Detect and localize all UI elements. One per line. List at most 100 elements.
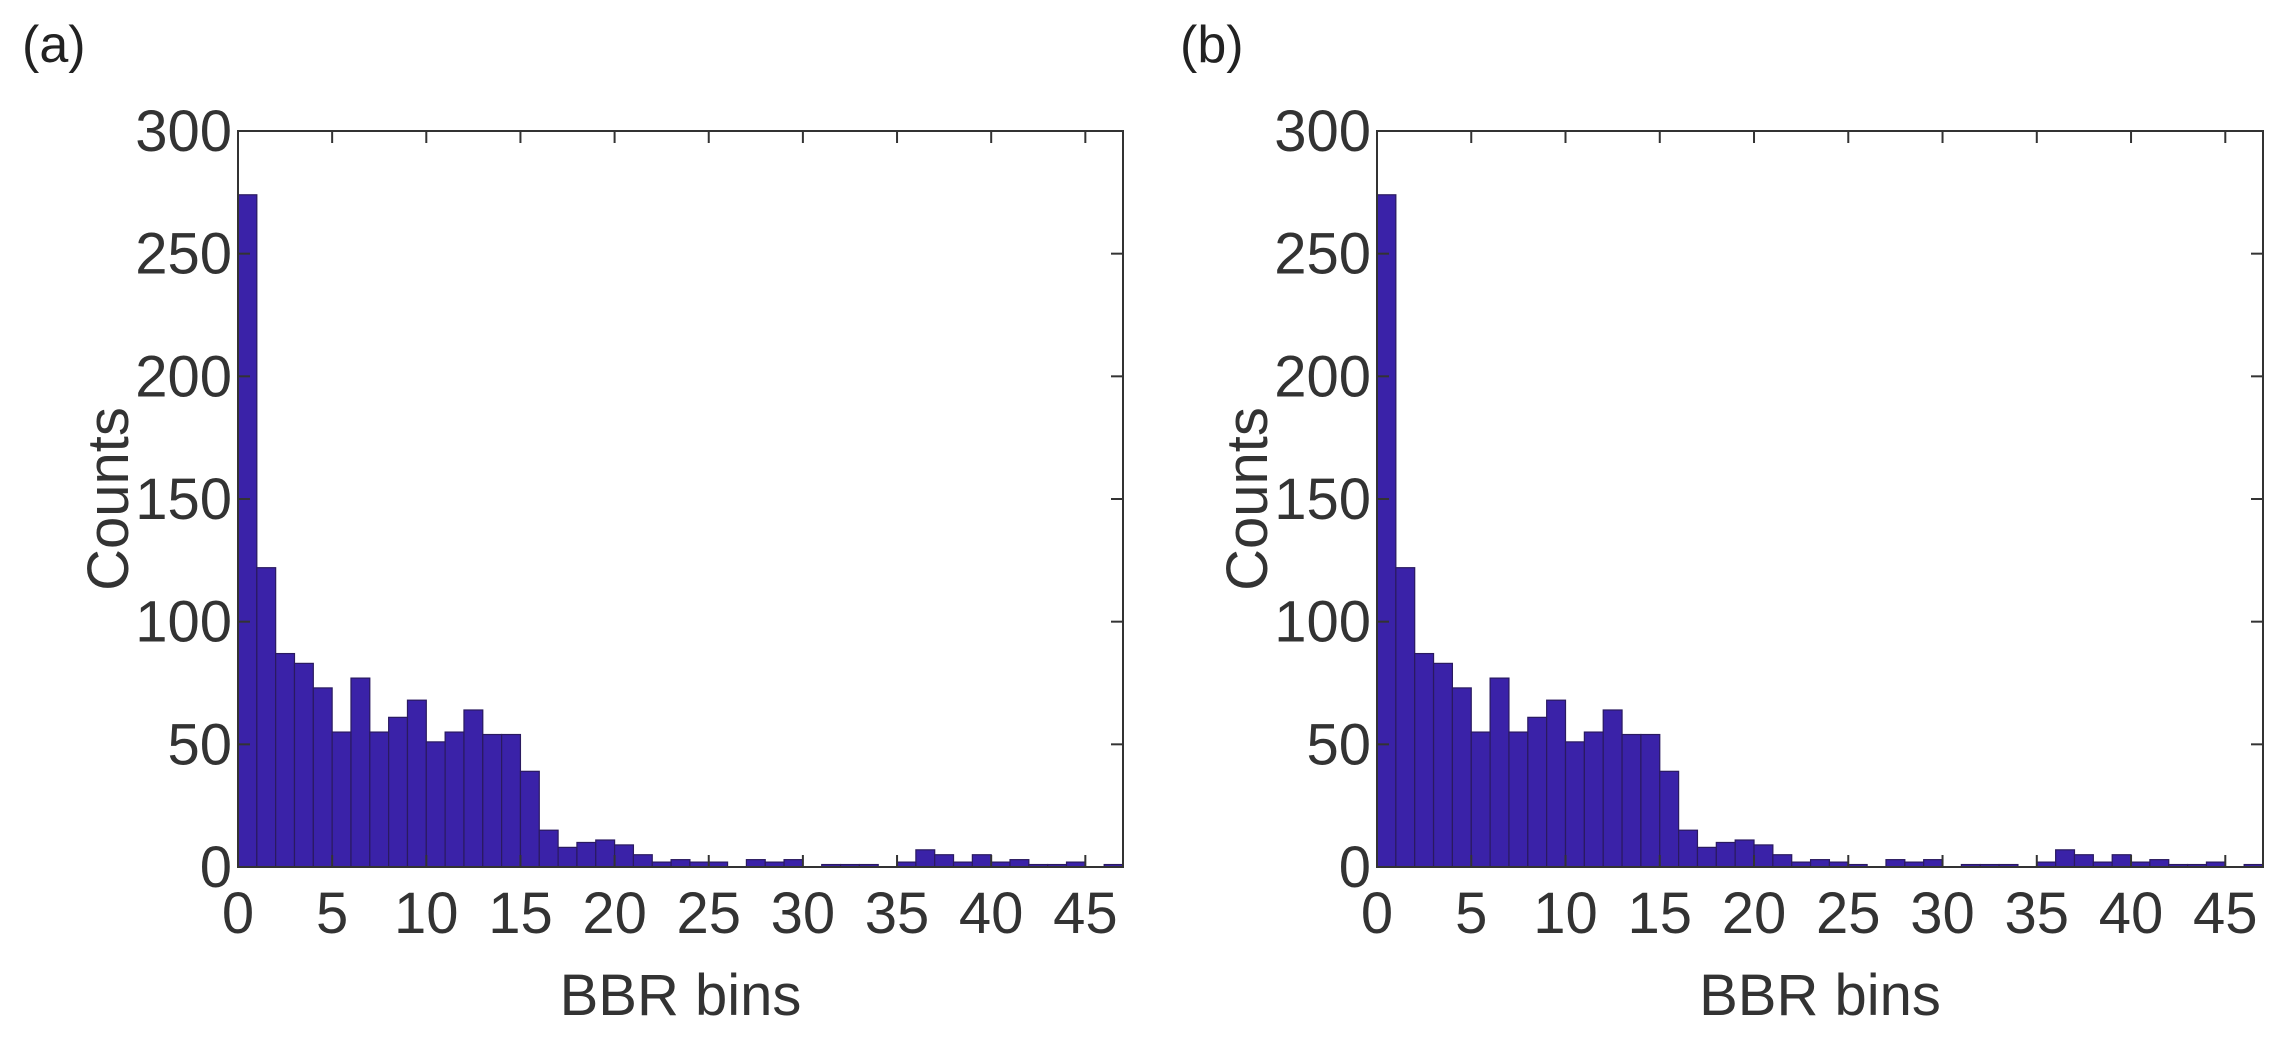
bar — [2055, 849, 2076, 868]
bar — [406, 699, 427, 868]
bar — [613, 844, 635, 868]
bar — [519, 770, 540, 868]
y-axis-label: Counts — [76, 407, 141, 591]
panel-label: (a) — [22, 16, 86, 74]
bar — [1772, 854, 1793, 868]
bar — [971, 854, 992, 868]
y-tick-label: 150 — [135, 467, 232, 532]
bar — [2073, 854, 2094, 868]
panel-label: (b) — [1180, 16, 1244, 74]
bar — [256, 567, 277, 868]
x-tick-label: 35 — [2005, 881, 2070, 946]
y-tick-label: 50 — [1306, 712, 1371, 777]
bar — [388, 716, 409, 868]
y-tick-label: 100 — [1274, 590, 1371, 655]
x-tick-label: 30 — [1910, 881, 1975, 946]
bar — [557, 846, 578, 868]
bar — [745, 859, 766, 868]
bar — [312, 687, 333, 868]
bar — [369, 731, 390, 868]
x-tick-label: 45 — [1053, 881, 1118, 946]
y-axis-label: Counts — [1215, 407, 1280, 591]
bar — [2111, 854, 2132, 868]
y-tick-label: 150 — [1274, 467, 1371, 532]
bar — [595, 839, 616, 868]
bar — [1489, 677, 1510, 868]
bar — [783, 859, 804, 868]
bar — [1734, 839, 1755, 868]
bar — [1564, 741, 1585, 868]
bar — [934, 854, 955, 868]
x-tick-label: 0 — [1361, 881, 1393, 946]
y-tick-label: 200 — [135, 344, 232, 409]
x-tick-label: 15 — [1628, 881, 1693, 946]
bar — [1602, 709, 1623, 868]
x-tick-label: 15 — [488, 881, 553, 946]
bar — [1885, 859, 1906, 868]
bar — [670, 859, 691, 868]
bar — [915, 849, 936, 868]
x-axis-label: BBR bins — [1699, 963, 1941, 1028]
bar — [1659, 770, 1680, 868]
bar — [1470, 731, 1491, 868]
bar — [1527, 716, 1548, 868]
bar — [1678, 829, 1699, 868]
bar — [1583, 731, 1604, 868]
bar — [331, 731, 352, 868]
x-tick-label: 20 — [582, 881, 647, 946]
bar — [1395, 567, 1416, 868]
x-tick-label: 10 — [1533, 881, 1598, 946]
y-tick-label: 100 — [135, 590, 232, 655]
y-tick-label: 300 — [135, 99, 232, 164]
bar — [482, 733, 503, 868]
x-tick-label: 40 — [959, 881, 1024, 946]
bar — [275, 652, 296, 868]
bar — [293, 662, 314, 868]
bar — [632, 854, 653, 868]
y-tick-label: 250 — [1274, 222, 1371, 287]
y-tick-label: 200 — [1274, 344, 1371, 409]
bar — [463, 709, 484, 868]
bar — [350, 677, 371, 868]
x-tick-label: 30 — [771, 881, 836, 946]
bar — [444, 731, 465, 868]
y-tick-label: 50 — [167, 712, 232, 777]
x-axis-label: BBR bins — [560, 963, 802, 1028]
bar — [538, 829, 559, 868]
bar — [1009, 859, 1030, 868]
x-tick-label: 25 — [1816, 881, 1881, 946]
bar — [576, 841, 597, 868]
bar — [1546, 699, 1567, 868]
x-tick-label: 45 — [2193, 881, 2258, 946]
y-tick-label: 0 — [200, 835, 232, 900]
bar — [1923, 859, 1944, 868]
bar — [1809, 859, 1831, 868]
x-tick-label: 10 — [394, 881, 459, 946]
bar — [1432, 662, 1454, 868]
y-tick-label: 250 — [135, 222, 232, 287]
bar — [2149, 859, 2170, 868]
y-tick-label: 0 — [1339, 835, 1371, 900]
bar — [425, 741, 446, 868]
bar — [1640, 733, 1661, 868]
bar — [1715, 841, 1736, 868]
x-tick-label: 5 — [1455, 881, 1487, 946]
x-tick-label: 25 — [676, 881, 741, 946]
x-tick-label: 20 — [1722, 881, 1787, 946]
x-tick-label: 40 — [2099, 881, 2164, 946]
bar — [1696, 846, 1717, 868]
bar — [1376, 194, 1397, 868]
x-tick-label: 0 — [222, 881, 254, 946]
bar — [237, 194, 258, 868]
bar — [1621, 733, 1642, 868]
bar — [1508, 731, 1529, 868]
bar — [501, 733, 522, 868]
x-tick-label: 5 — [316, 881, 348, 946]
bar — [1753, 844, 1774, 868]
bar — [1414, 652, 1435, 868]
bar — [1451, 687, 1472, 868]
